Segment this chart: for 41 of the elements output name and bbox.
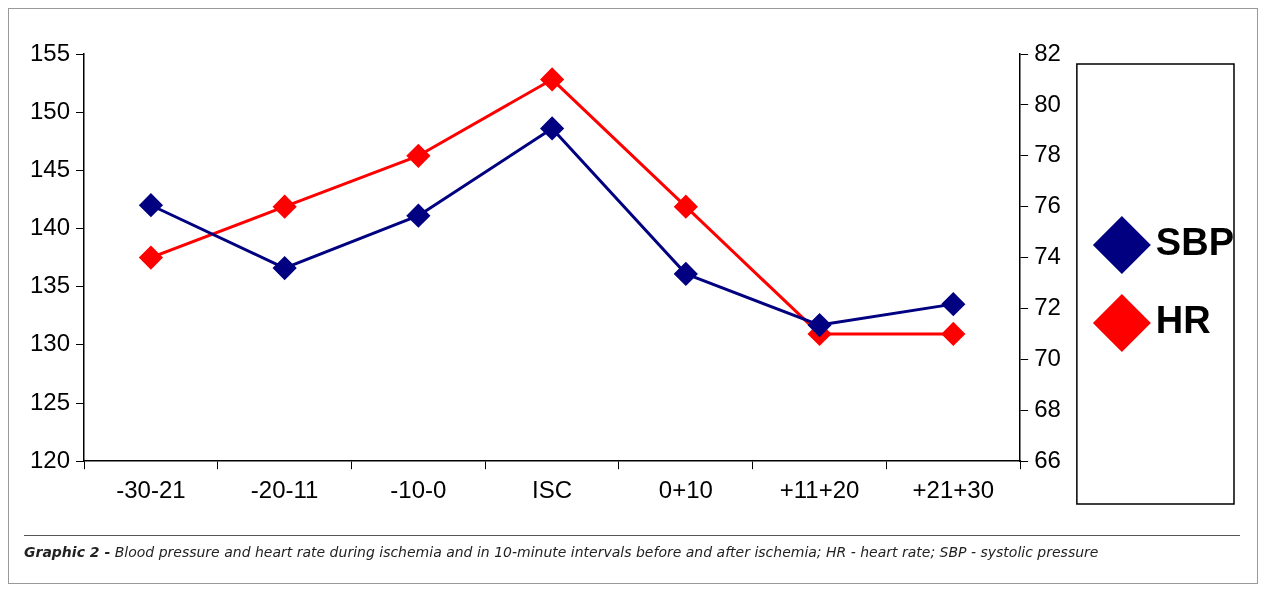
x-tick-label: ISC — [532, 476, 573, 504]
y2-tick-label: 74 — [1034, 242, 1061, 270]
x-tick-label: -20-11 — [250, 476, 319, 504]
y2-tick-label: 70 — [1034, 344, 1061, 372]
point — [674, 195, 698, 219]
point — [273, 195, 297, 219]
point — [406, 144, 430, 168]
y2-tick-label: 76 — [1034, 191, 1061, 219]
point — [273, 256, 297, 280]
point — [941, 292, 965, 316]
legend-label: HR — [1155, 299, 1211, 342]
text: Graphic 2 - — [24, 544, 111, 560]
point — [540, 116, 564, 140]
y-tick-label: 155 — [30, 38, 71, 66]
y-tick-label: 150 — [30, 96, 71, 124]
point — [406, 204, 430, 228]
y-tick-label: 125 — [30, 387, 71, 415]
legend-label: SBP — [1155, 221, 1235, 264]
point — [808, 313, 832, 337]
x-tick-label: -10-0 — [390, 476, 447, 504]
y2-tick-label: 82 — [1034, 38, 1061, 66]
y2-tick-label: 68 — [1034, 394, 1061, 422]
y2-tick-label: 66 — [1034, 445, 1061, 473]
point — [941, 322, 965, 346]
y-tick-label: 135 — [30, 271, 71, 299]
x-tick-label: +21+30 — [912, 476, 995, 504]
point — [139, 193, 163, 217]
x-tick-label: +11+20 — [779, 476, 860, 504]
y-tick-label: 130 — [30, 329, 71, 357]
y-tick-label: 145 — [30, 154, 71, 182]
y2-tick-label: 72 — [1034, 293, 1061, 321]
x-tick-label: 0+10 — [658, 476, 713, 504]
text: Blood pressure and heart rate during ischemia and in 10-minute intervals before and after ischemia; HR - heart rate; SBP - systolic pressure — [113, 544, 1099, 560]
y-tick-label: 120 — [30, 445, 71, 473]
y2-tick-label: 78 — [1034, 140, 1061, 168]
point — [674, 262, 698, 286]
point — [540, 67, 564, 91]
y-tick-label: 140 — [30, 213, 71, 241]
point — [139, 246, 163, 270]
x-tick-label: -30-21 — [116, 476, 186, 504]
y2-tick-label: 80 — [1034, 89, 1061, 117]
